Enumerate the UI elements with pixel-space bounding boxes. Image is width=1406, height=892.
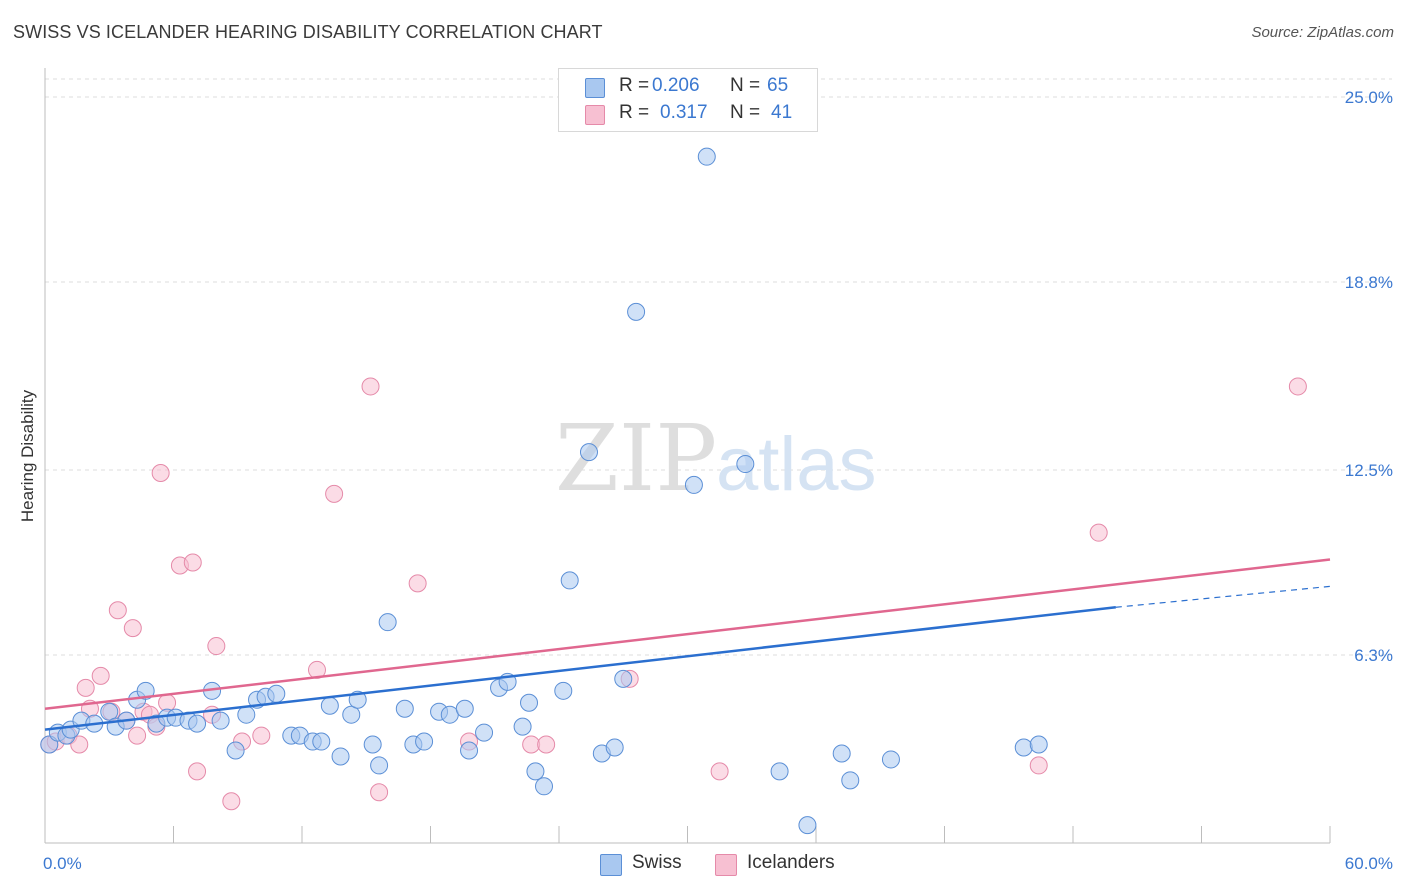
swiss-point: [363, 735, 382, 754]
icelander-point: [1288, 377, 1307, 396]
icelander-point: [183, 553, 202, 572]
source-label: Source: ZipAtlas.com: [1251, 24, 1394, 41]
swiss-n-value: 65: [767, 75, 789, 96]
swiss-point: [415, 732, 434, 751]
swiss-point: [378, 613, 397, 632]
x-tick-label-min: 0.0%: [43, 854, 82, 873]
swiss-point: [455, 699, 474, 718]
swiss-point: [440, 705, 459, 724]
icelander-point: [522, 735, 541, 754]
icelander-point: [370, 783, 389, 802]
trend-lines: [44, 558, 1331, 731]
bottom-swiss-swatch: [600, 854, 622, 876]
icelander-point: [1089, 523, 1108, 542]
swiss-point: [798, 816, 817, 835]
swiss-point: [605, 738, 624, 757]
y-tick-label: 12.5%: [1345, 461, 1393, 480]
swiss-point: [535, 777, 554, 796]
axes: [44, 68, 1331, 844]
icelander-point: [151, 463, 170, 482]
swiss-point: [475, 723, 494, 742]
swiss-trend-extension: [1115, 585, 1331, 608]
swiss-point: [312, 732, 331, 751]
swiss-point: [560, 571, 579, 590]
y-tick-label: 18.8%: [1345, 273, 1393, 292]
icelanders-r-label: R =: [619, 102, 650, 123]
swiss-point: [395, 699, 414, 718]
icelander-point: [361, 377, 380, 396]
swiss-point: [520, 693, 539, 712]
swiss-trend-line: [44, 606, 1116, 731]
swiss-point: [697, 147, 716, 166]
icelanders-n-value: 41: [771, 102, 793, 123]
y-axis-label: Hearing Disability: [18, 389, 37, 522]
swiss-point: [460, 741, 479, 760]
icelanders-n-label: N =: [730, 102, 761, 123]
grid-lines: [45, 78, 1392, 656]
icelander-point: [222, 792, 241, 811]
swiss-point: [627, 302, 646, 321]
watermark-zip: ZIP: [555, 405, 717, 512]
swiss-r-label: R =: [619, 75, 650, 96]
icelander-point: [207, 637, 226, 656]
swiss-point: [1029, 735, 1048, 754]
icelander-point: [188, 762, 207, 781]
icelander-point: [91, 666, 110, 685]
icelanders-r-value: 0.317: [660, 102, 708, 123]
swiss-n-label: N =: [730, 75, 761, 96]
chart-title: SWISS VS ICELANDER HEARING DISABILITY CO…: [13, 22, 603, 42]
swiss-point: [100, 702, 119, 721]
swiss-point: [881, 750, 900, 769]
bottom-swiss-label: Swiss: [632, 852, 682, 873]
swiss-point: [267, 684, 286, 703]
icelander-point: [252, 726, 271, 745]
swiss-point: [684, 475, 703, 494]
icelanders-swatch: [585, 105, 605, 125]
icelander-point: [710, 762, 729, 781]
swiss-point: [832, 744, 851, 763]
y-tick-label: 6.3%: [1354, 646, 1393, 665]
swiss-point: [841, 771, 860, 790]
swiss-point: [237, 705, 256, 724]
swiss-point: [513, 717, 532, 736]
x-tick-label-max: 60.0%: [1345, 854, 1393, 873]
icelander-point: [123, 619, 142, 638]
swiss-point: [579, 443, 598, 462]
watermark: ZIP atlas: [555, 405, 877, 512]
swiss-point: [188, 714, 207, 733]
bottom-icelanders-swatch: [715, 854, 737, 876]
swiss-point: [736, 455, 755, 474]
swiss-point: [320, 696, 339, 715]
swiss-point: [136, 681, 155, 700]
swiss-point: [226, 741, 245, 760]
correlation-legend: R = 0.206 N = 65 R = 0.317 N = 41: [558, 68, 818, 132]
icelander-point: [325, 484, 344, 503]
icelander-point: [537, 735, 556, 754]
swiss-point: [331, 747, 350, 766]
icelander-point: [76, 678, 95, 697]
swiss-points: [40, 88, 1048, 835]
swiss-point: [614, 669, 633, 688]
icelander-point: [70, 735, 89, 754]
swiss-swatch: [585, 78, 605, 98]
swiss-point: [554, 681, 573, 700]
swiss-point: [211, 711, 230, 730]
swiss-point: [770, 762, 789, 781]
bottom-icelanders-label: Icelanders: [747, 852, 835, 873]
icelander-point: [307, 660, 326, 679]
swiss-point: [370, 756, 389, 775]
icelander-point: [108, 601, 127, 620]
icelander-point: [128, 726, 147, 745]
swiss-r-value: 0.206: [652, 75, 700, 96]
tick-labels: 6.3% 12.5% 18.8% 25.0% 0.0% 60.0%: [43, 88, 1393, 873]
icelander-point: [408, 574, 427, 593]
swiss-point: [342, 705, 361, 724]
icelander-point: [1029, 756, 1048, 775]
swiss-point: [526, 762, 545, 781]
swiss-point: [1014, 738, 1033, 757]
icelanders-trend-line: [44, 558, 1331, 710]
y-tick-label: 25.0%: [1345, 88, 1393, 107]
